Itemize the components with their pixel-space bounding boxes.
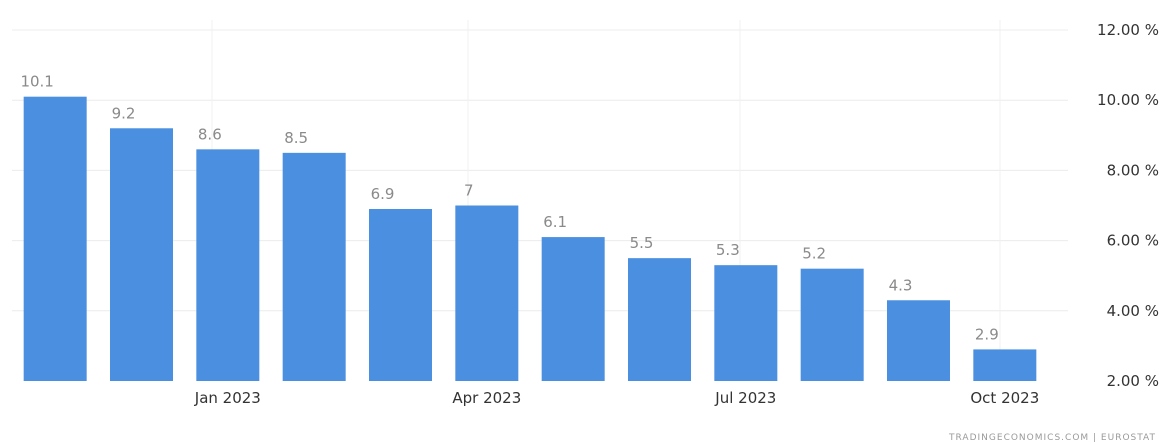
x-tick-label-1: Apr 2023 [452,389,521,407]
bar-value-label-8: 5.3 [716,241,740,259]
y-tick-label-0: 2.00 % [1107,372,1159,390]
bar-value-label-10: 4.3 [889,276,913,294]
y-tick-label-2: 6.00 % [1107,232,1159,250]
bar-value-label-4: 6.9 [371,185,395,203]
bar-value-label-0: 10.1 [20,73,53,91]
bars-group [23,96,1037,381]
bar-9 [800,268,864,381]
bar-2 [196,149,260,381]
bar-7 [628,258,691,381]
x-tick-label-2: Jul 2023 [714,389,776,407]
bar-value-label-7: 5.5 [630,234,654,252]
bar-value-label-2: 8.6 [198,125,222,143]
bar-value-label-11: 2.9 [975,325,999,343]
x-axis-ticks: Jan 2023 Apr 2023 Jul 2023 Oct 2023 [194,389,1039,407]
x-tick-label-3: Oct 2023 [970,389,1039,407]
y-tick-label-3: 8.00 % [1107,161,1159,179]
y-tick-label-4: 10.00 % [1097,91,1159,109]
bar-value-label-3: 8.5 [284,129,308,147]
x-tick-label-0: Jan 2023 [194,389,261,407]
y-tick-label-1: 4.00 % [1107,302,1159,320]
bar-3 [282,152,346,381]
bar-value-label-5: 7 [464,182,474,200]
bar-value-label-9: 5.2 [802,245,826,263]
bar-8 [714,265,778,381]
bar-0 [23,96,87,381]
bar-1 [110,128,173,381]
bar-5 [455,205,519,381]
bar-value-label-6: 6.1 [543,213,567,231]
bar-value-labels: 10.1 9.2 8.6 8.5 6.9 7 6.1 5.5 5.3 5.2 4.3 2.9 [20,73,998,344]
bar-11 [973,349,1037,381]
y-axis-ticks: 2.00 % 4.00 % 6.00 % 8.00 % 10.00 % 12.00 % [1097,21,1159,390]
bar-6 [541,237,605,381]
bar-value-label-1: 9.2 [112,104,136,122]
source-credit: TRADINGECONOMICS.COM | EUROSTAT [948,433,1156,443]
y-tick-label-5: 12.00 % [1097,21,1159,39]
bar-4 [369,209,432,381]
bar-10 [887,300,950,381]
